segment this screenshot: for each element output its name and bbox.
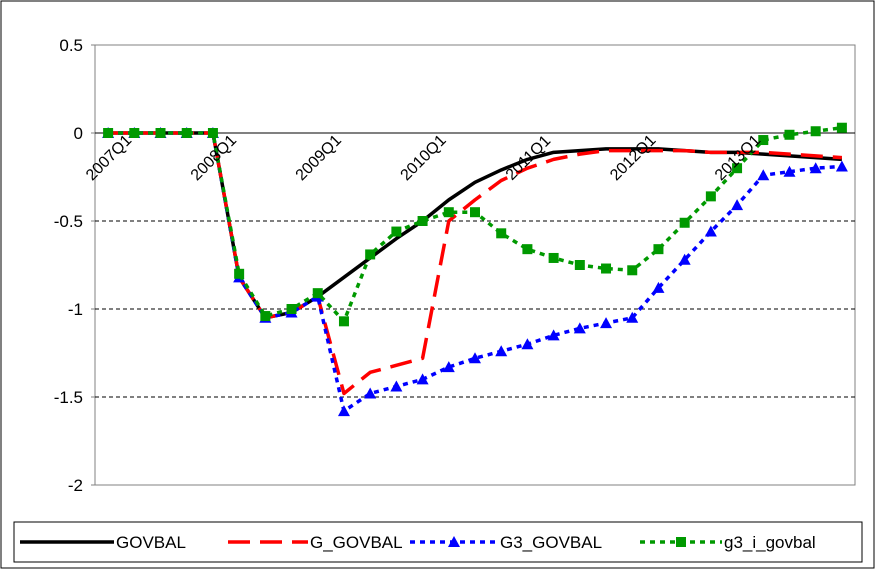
data-point bbox=[496, 228, 507, 239]
data-point bbox=[547, 329, 560, 341]
data-point bbox=[627, 265, 638, 276]
legend-item: G_GOVBAL bbox=[228, 533, 403, 552]
data-point bbox=[286, 304, 297, 314]
legend: GOVBAL G_GOVBAL G3_GOVBAL g3_i_govbal bbox=[13, 521, 863, 563]
data-point bbox=[416, 373, 429, 385]
legend-marker bbox=[676, 537, 686, 547]
data-point bbox=[338, 316, 349, 327]
data-point bbox=[312, 288, 323, 299]
y-tick-label: 0.5 bbox=[59, 36, 83, 55]
legend-label: g3_i_govbal bbox=[724, 533, 816, 552]
data-point bbox=[731, 199, 744, 211]
data-point bbox=[757, 169, 770, 181]
y-tick-label: -1.5 bbox=[54, 388, 83, 407]
legend-marker bbox=[448, 536, 460, 547]
data-point bbox=[207, 128, 218, 138]
data-point bbox=[653, 244, 664, 255]
data-point bbox=[260, 311, 271, 322]
legend-label: G3_GOVBAL bbox=[500, 533, 602, 552]
y-tick-label: -1 bbox=[68, 300, 83, 319]
data-point bbox=[574, 260, 585, 270]
data-point bbox=[601, 263, 612, 274]
data-point bbox=[234, 268, 245, 279]
legend-item: GOVBAL bbox=[20, 533, 186, 552]
data-point bbox=[678, 253, 691, 265]
data-point bbox=[522, 244, 533, 255]
data-point bbox=[573, 322, 586, 334]
data-point bbox=[705, 191, 716, 202]
legend-item: g3_i_govbal bbox=[640, 533, 816, 552]
data-point bbox=[129, 128, 140, 138]
data-point bbox=[600, 317, 613, 329]
data-point bbox=[155, 128, 166, 138]
plot-border bbox=[94, 44, 856, 486]
data-point bbox=[836, 122, 847, 133]
data-point bbox=[103, 128, 114, 138]
data-point bbox=[442, 361, 455, 373]
data-point bbox=[391, 226, 402, 237]
y-tick-label: 0 bbox=[74, 124, 83, 143]
data-point bbox=[626, 311, 639, 323]
data-point bbox=[548, 252, 559, 263]
data-point bbox=[732, 163, 743, 174]
data-point bbox=[181, 128, 192, 138]
data-point bbox=[704, 225, 717, 237]
data-point bbox=[783, 165, 796, 177]
data-point bbox=[417, 216, 428, 226]
data-point bbox=[810, 126, 821, 137]
legend-label: G_GOVBAL bbox=[310, 533, 403, 552]
data-point bbox=[784, 129, 795, 140]
legend-label: GOVBAL bbox=[116, 533, 186, 552]
data-point bbox=[390, 380, 403, 392]
data-point bbox=[809, 162, 822, 174]
data-point bbox=[337, 405, 350, 417]
y-tick-label: -2 bbox=[68, 476, 83, 495]
data-point bbox=[758, 135, 769, 146]
data-point bbox=[679, 217, 690, 228]
data-point bbox=[470, 207, 480, 218]
data-point bbox=[443, 207, 454, 218]
data-point bbox=[495, 345, 508, 357]
legend-item: G3_GOVBAL bbox=[410, 533, 602, 552]
data-point bbox=[835, 160, 848, 172]
data-point bbox=[652, 281, 665, 293]
data-point bbox=[469, 352, 481, 364]
series-g3_i_govbal bbox=[103, 122, 847, 327]
data-point bbox=[364, 387, 377, 399]
data-point bbox=[365, 249, 376, 260]
y-tick-label: -0.5 bbox=[54, 212, 83, 231]
data-point bbox=[521, 338, 534, 350]
